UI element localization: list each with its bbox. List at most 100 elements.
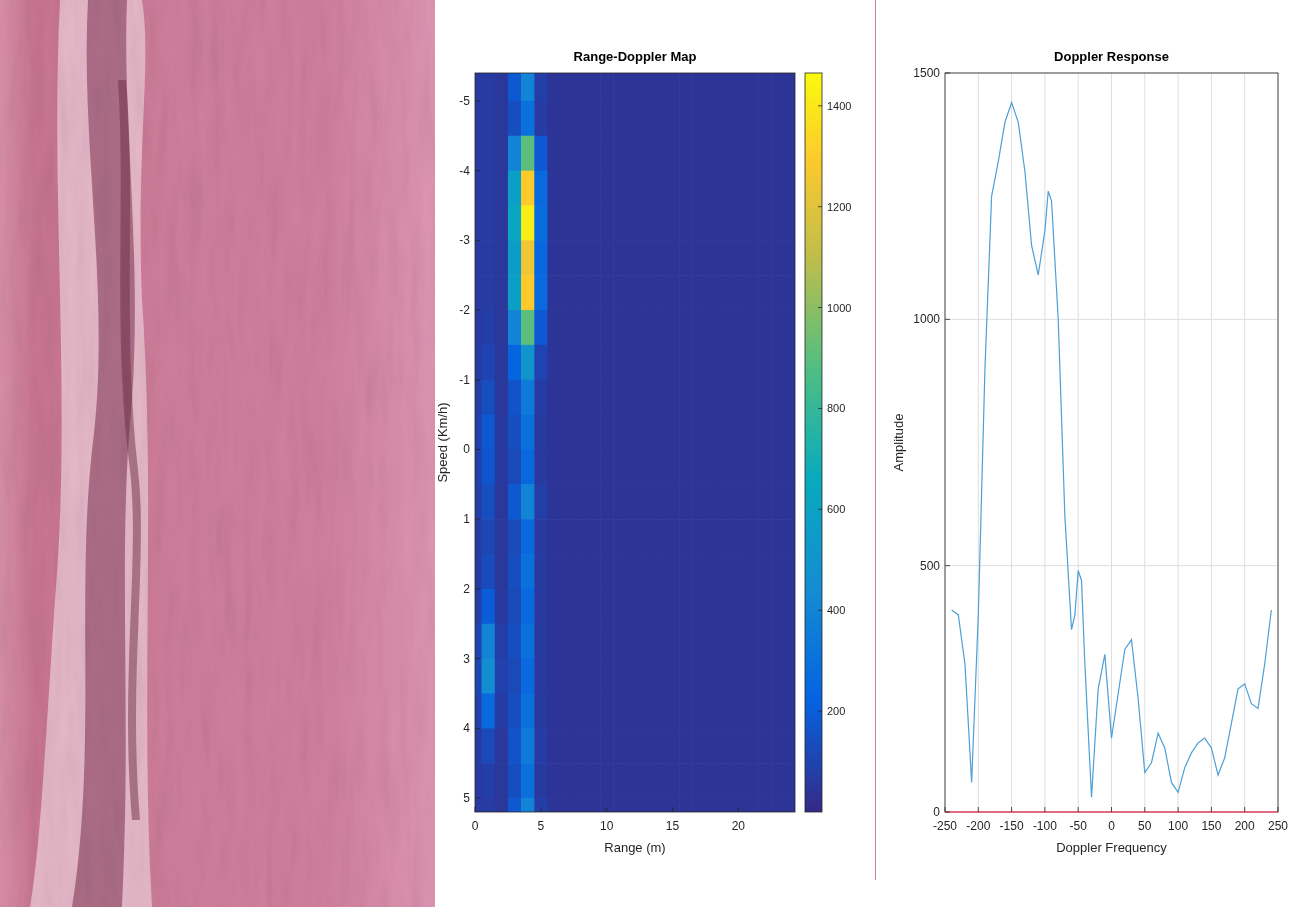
- heat-cell: [640, 171, 654, 206]
- heat-cell: [475, 763, 482, 798]
- heat-cell: [475, 205, 482, 240]
- y-tick: [475, 170, 480, 171]
- x-tick: [1211, 807, 1212, 812]
- y-tick-label: -4: [459, 164, 470, 178]
- heat-cell: [613, 240, 627, 275]
- heat-cell: [534, 275, 548, 310]
- heat-cell: [640, 310, 654, 345]
- heat-cell: [495, 763, 509, 798]
- heat-cell: [784, 449, 795, 484]
- heat-cell: [547, 484, 561, 519]
- heat-cell: [745, 449, 759, 484]
- heat-cell: [587, 310, 601, 345]
- heat-cell: [692, 136, 706, 171]
- heat-cell: [732, 73, 746, 101]
- heat-cell: [758, 171, 772, 206]
- heat-cell: [613, 449, 627, 484]
- grid-line: [1178, 73, 1179, 812]
- heat-cell: [653, 101, 667, 136]
- x-tick: [1178, 807, 1179, 812]
- heat-cell: [784, 624, 795, 659]
- heat-cell: [534, 73, 548, 101]
- heat-cell: [482, 136, 496, 171]
- heat-cell: [679, 693, 693, 728]
- heat-cell: [626, 171, 640, 206]
- y-tick: [945, 73, 950, 74]
- heat-cell: [679, 484, 693, 519]
- heat-cell: [600, 693, 614, 728]
- heat-cell: [771, 275, 785, 310]
- heat-cell: [653, 624, 667, 659]
- y-tick: [475, 588, 480, 589]
- x-tick-label: 250: [1268, 819, 1288, 833]
- heat-cell: [692, 73, 706, 101]
- heat-cell: [475, 415, 482, 450]
- heat-cell: [771, 205, 785, 240]
- heat-cell: [561, 763, 575, 798]
- colorbar-tick: [818, 206, 822, 207]
- heat-cell: [475, 345, 482, 380]
- heat-cell: [758, 728, 772, 763]
- heat-cell: [561, 449, 575, 484]
- heat-cell: [600, 275, 614, 310]
- heat-cell: [626, 240, 640, 275]
- heat-cell: [482, 449, 496, 484]
- heat-cell: [784, 240, 795, 275]
- heat-cell: [719, 554, 733, 589]
- heat-cell: [482, 310, 496, 345]
- heat-cell: [666, 310, 680, 345]
- heat-cell: [508, 136, 522, 171]
- grid-line: [945, 319, 1278, 320]
- heat-cell: [653, 275, 667, 310]
- heat-cell: [719, 693, 733, 728]
- heat-cell: [692, 310, 706, 345]
- heat-cell: [574, 240, 588, 275]
- colorbar-tick-label: 1200: [827, 201, 851, 213]
- heat-cell: [719, 380, 733, 415]
- x-tick-label: 150: [1201, 819, 1221, 833]
- heat-cell: [508, 554, 522, 589]
- heat-cell: [547, 659, 561, 694]
- y-tick: [475, 519, 480, 520]
- heat-cell: [679, 101, 693, 136]
- heat-cell: [600, 136, 614, 171]
- heat-cell: [508, 275, 522, 310]
- heat-cell: [521, 380, 535, 415]
- heat-cell: [482, 659, 496, 694]
- heat-cell: [771, 240, 785, 275]
- heat-cell: [534, 171, 548, 206]
- grid-line: [1111, 73, 1112, 812]
- heat-cell: [475, 728, 482, 763]
- heat-cell: [561, 589, 575, 624]
- x-tick: [540, 807, 541, 812]
- grid-line: [1078, 73, 1079, 812]
- heat-cell: [666, 554, 680, 589]
- heat-cell: [574, 136, 588, 171]
- heat-cell: [561, 171, 575, 206]
- heat-cell: [771, 659, 785, 694]
- heat-cell: [495, 345, 509, 380]
- heat-cell: [547, 73, 561, 101]
- heat-cell: [653, 136, 667, 171]
- heat-cell: [692, 659, 706, 694]
- heat-cell: [547, 624, 561, 659]
- y-tick-label: 2: [463, 582, 470, 596]
- heat-cell: [547, 449, 561, 484]
- heat-cell: [587, 484, 601, 519]
- heat-cell: [653, 763, 667, 798]
- heat-cell: [784, 554, 795, 589]
- heat-cell: [482, 345, 496, 380]
- heat-cell: [784, 171, 795, 206]
- heat-cell: [534, 798, 548, 812]
- heat-cell: [600, 310, 614, 345]
- heat-cell: [653, 205, 667, 240]
- heat-cell: [732, 659, 746, 694]
- heat-cell: [475, 275, 482, 310]
- heat-cell: [521, 240, 535, 275]
- heat-cell: [547, 554, 561, 589]
- heat-cell: [521, 798, 535, 812]
- heat-cell: [679, 589, 693, 624]
- heat-cell: [521, 693, 535, 728]
- heat-cell: [508, 693, 522, 728]
- heat-cell: [508, 484, 522, 519]
